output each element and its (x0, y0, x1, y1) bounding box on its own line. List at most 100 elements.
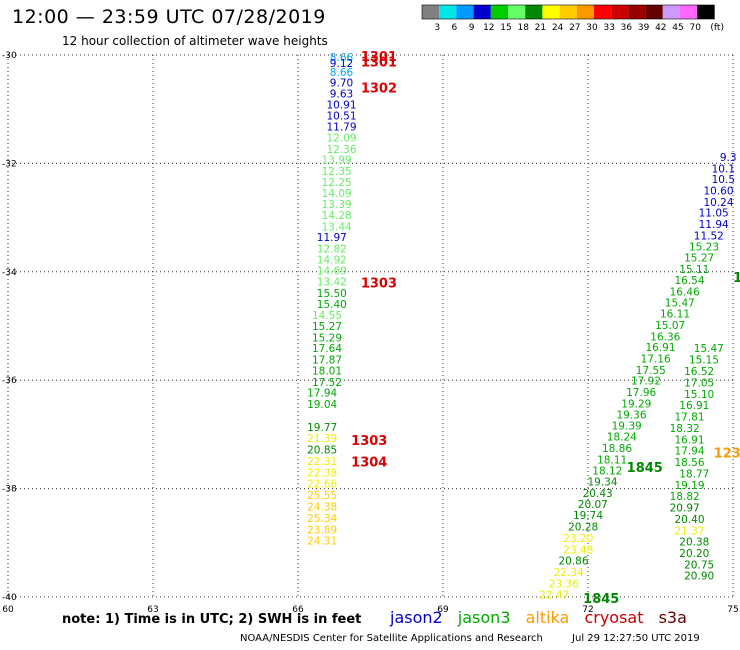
swh-value: 15.47 (694, 343, 724, 355)
colorbar-legend: 3 6 9 12 15 18 21 24 27 30 33 36 39 42 45 70 (ft) (421, 4, 724, 33)
swh-value: 15.10 (684, 389, 714, 401)
swh-value: 16.91 (645, 342, 675, 354)
chart-subtitle: 12 hour collection of altimeter wave hei… (62, 34, 328, 48)
colorbar-swatch (542, 5, 560, 19)
swh-value: 16.46 (670, 286, 700, 298)
swh-value: 16.52 (684, 366, 714, 378)
colorbar-swatch (680, 5, 698, 19)
swh-value: 15.29 (312, 332, 342, 344)
swh-value: 20.86 (558, 556, 588, 568)
y-tick-label: -40 (2, 593, 17, 603)
pass-label: 1301 (361, 56, 397, 71)
swh-value: 19.77 (307, 422, 337, 434)
swh-value: 13.44 (322, 221, 352, 233)
swh-value: 18.86 (602, 443, 632, 455)
swh-value: 17.87 (312, 355, 342, 367)
swh-value: 20.90 (684, 570, 714, 582)
sat-jason3: jason3 (457, 608, 511, 627)
swh-value: 15.40 (317, 299, 347, 311)
timestamp: Jul 29 12:27:50 UTC 2019 (572, 633, 700, 644)
swh-value: 12.25 (322, 177, 352, 189)
swh-value: 14.55 (312, 310, 342, 322)
swh-value: 15.23 (689, 241, 719, 253)
swh-value: 22.66 (307, 479, 337, 491)
swh-value: 20.07 (578, 499, 608, 511)
x-tick-label: 72 (582, 605, 593, 615)
y-tick-label: -32 (2, 159, 17, 169)
swh-value: 18.01 (312, 365, 342, 377)
swh-value: 15.27 (684, 253, 714, 265)
swh-value: 24.31 (307, 536, 337, 548)
colorbar-swatch (490, 5, 508, 19)
colorbar-swatch (508, 5, 526, 19)
swh-value: 21.37 (674, 525, 704, 537)
colorbar-label: 6 (452, 23, 458, 33)
swh-value: 12.35 (322, 166, 352, 178)
swh-value: 15.15 (689, 355, 719, 367)
colorbar-frame (421, 4, 715, 20)
swh-value: 20.97 (670, 503, 700, 515)
colorbar-swatch (662, 5, 680, 19)
pass-label: 1302 (361, 82, 397, 97)
swh-value: 22.31 (307, 456, 337, 468)
swh-value: 9.63 (330, 88, 353, 100)
swh-value: 20.85 (307, 445, 337, 457)
swh-value: 23.36 (549, 578, 579, 590)
swh-value: 19.34 (587, 477, 617, 489)
swh-value: 13.42 (317, 277, 347, 289)
swh-value: 18.24 (607, 432, 637, 444)
colorbar-unit: (ft) (710, 23, 724, 33)
x-tick-label: 66 (292, 605, 304, 615)
swh-value: 8.66 (330, 67, 354, 79)
swh-value: 15.27 (312, 321, 342, 333)
swh-value: 16.91 (674, 434, 704, 446)
swh-value: 24.38 (307, 501, 337, 513)
colorbar-swatch (645, 5, 663, 19)
sat-cryosat: cryosat (584, 608, 644, 627)
swh-value: 15.50 (317, 288, 347, 300)
colorbar-swatch (525, 5, 543, 19)
satellite-legend: jason2 jason3 altika cryosat s3a (390, 608, 697, 627)
swh-value: 19.04 (307, 399, 337, 411)
credit-text: NOAA/NESDIS Center for Satellite Applica… (240, 633, 543, 644)
swh-value: 17.94 (307, 388, 337, 400)
colorbar-label: 15 (500, 23, 511, 33)
swh-value: 10.24 (703, 197, 733, 209)
swh-value: 15.11 (679, 264, 709, 276)
swh-value: 20.43 (583, 488, 613, 500)
swh-value: 17.96 (626, 387, 656, 399)
colorbar-swatch (422, 5, 440, 19)
swh-value: 17.52 (312, 377, 342, 389)
swh-value: 25.34 (307, 513, 337, 525)
swh-value: 17.55 (636, 365, 666, 377)
colorbar-label: 36 (621, 23, 633, 33)
swh-value: 21.39 (307, 433, 337, 445)
swh-value: 16.11 (660, 309, 690, 321)
swh-value: 19.39 (612, 421, 642, 433)
sat-jason2: jason2 (390, 608, 443, 627)
swh-value: 23.48 (563, 544, 593, 556)
colorbar-label: 12 (483, 23, 494, 33)
x-tick-label: 60 (2, 605, 14, 615)
swh-value: 9.3 (720, 152, 737, 164)
sat-altika: altika (525, 608, 570, 627)
swh-value: 11.52 (694, 230, 724, 242)
colorbar-label: 21 (535, 23, 546, 33)
swh-value: 23.20 (563, 533, 593, 545)
pass-label: 1845 (583, 592, 619, 607)
swh-value: 9.70 (330, 78, 353, 90)
credit-line: NOAA/NESDIS Center for Satellite Applica… (240, 633, 700, 644)
colorbar-swatch (594, 5, 612, 19)
swh-value: 12.82 (317, 243, 347, 255)
colorbar-swatch (697, 5, 715, 19)
x-tick-label: 69 (437, 605, 449, 615)
swh-value: 17.92 (631, 376, 661, 388)
pass-label: 1303 (361, 277, 397, 292)
swh-value: 13.99 (322, 155, 352, 167)
swh-value: 22.47 (539, 589, 569, 601)
swh-value: 17.16 (641, 354, 671, 366)
colorbar-label: 33 (603, 23, 614, 33)
colorbar-label: 27 (569, 23, 580, 33)
